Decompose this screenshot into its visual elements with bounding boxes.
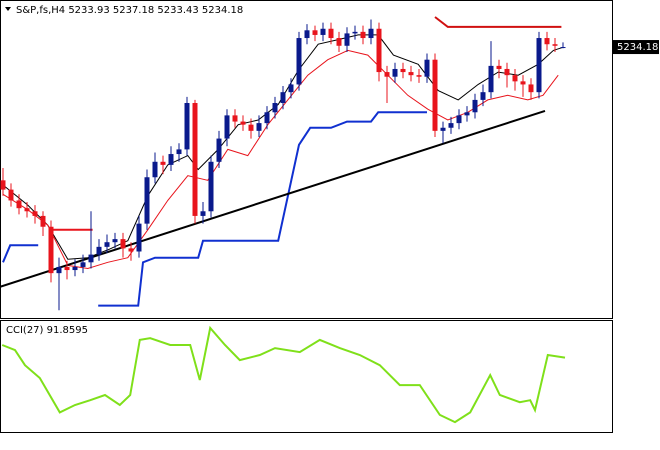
- candle-body: [416, 75, 422, 77]
- candle-body: [376, 28, 382, 73]
- candle-body: [384, 72, 390, 77]
- candle-body: [88, 254, 94, 263]
- candle-body: [400, 68, 406, 73]
- candle-body: [424, 59, 430, 77]
- candle-body: [368, 28, 374, 39]
- candle-body: [48, 226, 54, 274]
- candle-body: [232, 115, 238, 122]
- price-pane: [0, 0, 613, 319]
- candle-body: [144, 177, 150, 224]
- candle-body: [512, 75, 518, 82]
- indicator-line: [434, 16, 562, 28]
- pane-marker: [5, 7, 11, 11]
- candle-body: [544, 38, 550, 45]
- candle-body: [128, 248, 134, 252]
- cci-line: [1, 325, 566, 424]
- candle-body: [96, 246, 102, 255]
- candle-body: [112, 239, 118, 243]
- candle-body: [496, 65, 502, 69]
- candle-body: [168, 154, 174, 165]
- candle-body: [280, 92, 286, 104]
- candle-body: [352, 31, 358, 34]
- candle-body: [224, 115, 230, 139]
- candle-body: [536, 38, 542, 93]
- candle-body: [72, 266, 78, 271]
- last-price-box: [613, 40, 659, 55]
- candle-body: [464, 112, 470, 116]
- candle-body: [360, 31, 366, 39]
- candle-body: [104, 242, 110, 247]
- candle-body: [216, 138, 222, 162]
- candle-body: [448, 123, 454, 128]
- candle-body: [136, 223, 142, 252]
- candle-body: [288, 84, 294, 93]
- candle-body: [432, 59, 438, 131]
- candle-body: [528, 84, 534, 93]
- candle-body: [24, 208, 30, 212]
- candle-body: [488, 65, 494, 93]
- candle-body: [392, 68, 398, 77]
- candle-body: [504, 68, 510, 76]
- candle-body: [32, 211, 38, 216]
- candle-body: [192, 103, 198, 216]
- candle-body: [208, 161, 214, 212]
- candle-body: [560, 47, 566, 49]
- indicator-line: [2, 34, 564, 260]
- candle-body: [240, 121, 246, 125]
- candle-body: [304, 30, 310, 39]
- candle-body: [152, 161, 158, 178]
- candle-body: [336, 38, 342, 46]
- cci-pane: [0, 320, 613, 433]
- candle-body: [440, 127, 446, 131]
- candle-body: [312, 30, 318, 35]
- candle-body: [200, 211, 206, 216]
- candle-body: [296, 38, 302, 85]
- last-price-label: 5234.18: [617, 42, 658, 53]
- candle-body: [472, 99, 478, 113]
- candle-body: [176, 149, 182, 155]
- candle-body: [328, 28, 334, 39]
- candle-body: [264, 112, 270, 124]
- candle-body: [320, 28, 326, 35]
- candle-body: [16, 200, 22, 209]
- candle-body: [160, 161, 166, 165]
- candle-body: [80, 262, 86, 267]
- candle-body: [272, 103, 278, 113]
- candle-body: [120, 239, 126, 249]
- candle-body: [184, 103, 190, 150]
- candle-body: [56, 266, 62, 274]
- candle-body: [408, 72, 414, 76]
- candle-body: [456, 115, 462, 124]
- cci-title: CCI(27) 91.8595: [6, 325, 88, 336]
- chart-title: S&P,fs,H4 5233.93 5237.18 5233.43 5234.1…: [16, 5, 243, 16]
- candle-body: [344, 33, 350, 46]
- candle-body: [0, 180, 6, 190]
- candle-body: [520, 81, 526, 85]
- candle-body: [64, 266, 70, 271]
- candle-body: [248, 124, 254, 131]
- candle-body: [40, 215, 46, 227]
- candle-body: [552, 44, 558, 46]
- candle-body: [256, 123, 262, 131]
- candle-body: [8, 189, 14, 201]
- candle-body: [480, 92, 486, 100]
